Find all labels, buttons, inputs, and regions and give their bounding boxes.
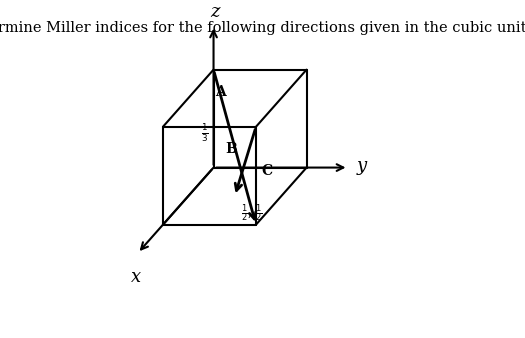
Text: A: A (215, 85, 226, 99)
Text: B: B (225, 142, 237, 156)
Text: $\frac{1}{3}$: $\frac{1}{3}$ (201, 122, 208, 144)
Text: C: C (261, 164, 272, 178)
Text: y: y (356, 157, 367, 175)
Text: x: x (131, 268, 141, 286)
Text: z: z (211, 3, 220, 21)
Text: Determine Miller indices for the following directions given in the cubic unit ce: Determine Miller indices for the followi… (0, 21, 525, 35)
Text: $\frac{1}{2}$, $\frac{1}{2}$: $\frac{1}{2}$, $\frac{1}{2}$ (242, 203, 262, 224)
